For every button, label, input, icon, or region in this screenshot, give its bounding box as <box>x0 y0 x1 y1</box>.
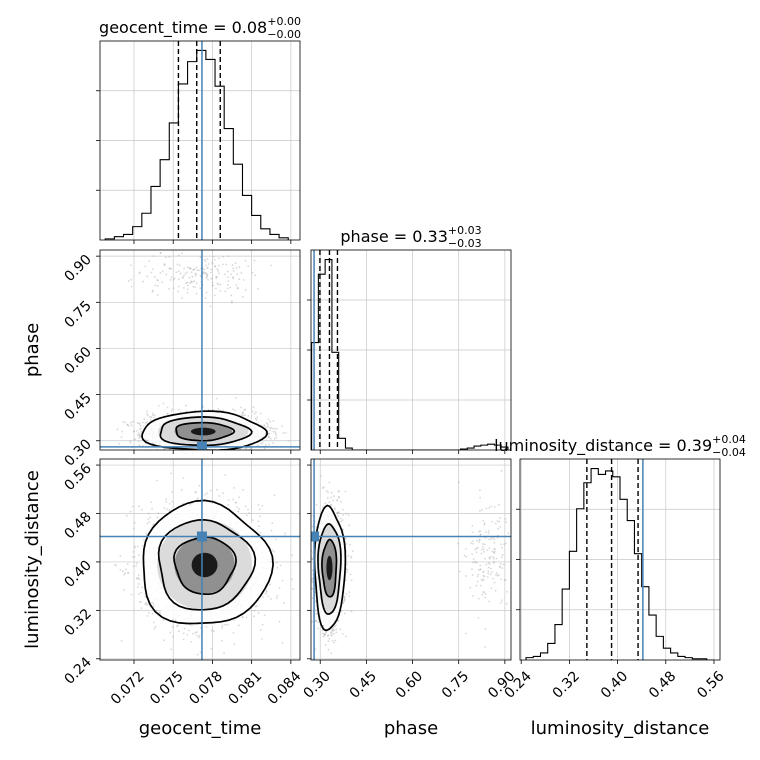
x-tick-label-luminosity_distance: 0.48 <box>646 668 679 701</box>
panel-frame-geocent_time-phase <box>99 249 301 451</box>
y-tick-label-luminosity_distance: 0.48 <box>61 509 94 542</box>
x-tick-label-phase: 0.60 <box>393 668 426 701</box>
y-tick-label-luminosity_distance: 0.32 <box>61 606 94 639</box>
panel-clip-group <box>100 459 300 660</box>
title-sub: −0.00 <box>267 28 301 41</box>
truth-marker <box>196 441 207 450</box>
panel-frame-geocent_time-luminosity_distance <box>99 458 301 661</box>
y-tick-label-luminosity_distance: 0.40 <box>61 557 94 590</box>
x-tick-label-geocent_time: 0.075 <box>147 668 187 708</box>
contour-line-2 <box>173 536 237 596</box>
title-base: phase = 0.33 <box>340 227 447 246</box>
y-tick-label-phase: 0.90 <box>61 252 94 285</box>
contour-line-0 <box>142 499 274 625</box>
y-tick-label-phase: 0.45 <box>61 390 94 423</box>
title-sup: +0.03 <box>448 224 482 237</box>
contour-line-2 <box>321 538 338 598</box>
x-axis-label-geocent_time: geocent_time <box>139 718 262 739</box>
y-axis-label-phase: phase <box>22 323 43 377</box>
x-tick-label-luminosity_distance: 0.32 <box>550 668 583 701</box>
y-tick-label-luminosity_distance: 0.56 <box>61 461 94 494</box>
x-tick-label-geocent_time: 0.072 <box>108 668 148 708</box>
hist-title-geocent_time: geocent_time = 0.08 +0.00−0.00 <box>99 15 301 41</box>
hist-title-luminosity_distance: luminosity_distance = 0.39 +0.04−0.04 <box>494 433 746 459</box>
x-tick-label-geocent_time: 0.084 <box>265 668 305 708</box>
panel-clip-group <box>100 41 300 240</box>
histogram-geocent_time <box>104 49 289 240</box>
hist-title-phase: phase = 0.33 +0.03−0.03 <box>340 224 481 250</box>
histogram-luminosity_distance <box>525 468 714 660</box>
y-tick-label-phase: 0.60 <box>61 344 94 377</box>
density-level-3 <box>326 555 333 581</box>
title-base: geocent_time = 0.08 <box>99 18 267 38</box>
contour-line-0 <box>141 410 268 450</box>
x-tick-label-phase: 0.75 <box>439 668 472 701</box>
title-sub: −0.03 <box>448 237 482 250</box>
y-axis-label-luminosity_distance: luminosity_distance <box>22 470 43 649</box>
y-tick-label-luminosity_distance: 0.24 <box>61 654 94 687</box>
contour-line-2 <box>175 421 236 442</box>
panel-clip-group <box>311 459 511 660</box>
histogram-phase <box>311 258 509 450</box>
truth-marker <box>311 531 320 542</box>
contour-line-1 <box>157 518 257 611</box>
panel-frame-phase-luminosity_distance <box>310 458 512 661</box>
title-sup: +0.04 <box>712 433 746 446</box>
density-level-3 <box>191 552 218 578</box>
density-level-3 <box>190 427 216 436</box>
x-axis-label-phase: phase <box>384 718 438 739</box>
y-tick-label-phase: 0.75 <box>61 298 94 331</box>
title-base: luminosity_distance = 0.39 <box>494 436 712 456</box>
contour-line-1 <box>317 523 342 615</box>
x-tick-label-geocent_time: 0.078 <box>186 668 226 708</box>
truth-marker <box>196 531 207 542</box>
title-sup: +0.00 <box>267 15 301 28</box>
x-tick-label-phase: 0.45 <box>347 668 380 701</box>
x-tick-label-geocent_time: 0.081 <box>226 668 266 708</box>
x-tick-label-phase: 0.30 <box>300 668 333 701</box>
panel-clip-group <box>520 459 720 660</box>
contour-line-1 <box>159 416 253 447</box>
x-axis-label-luminosity_distance: luminosity_distance <box>531 718 710 739</box>
panel-clip-group <box>311 250 511 450</box>
x-tick-label-luminosity_distance: 0.56 <box>694 668 727 701</box>
x-tick-label-luminosity_distance: 0.40 <box>598 668 631 701</box>
title-sub: −0.04 <box>712 446 746 459</box>
panel-clip-group <box>100 250 300 450</box>
